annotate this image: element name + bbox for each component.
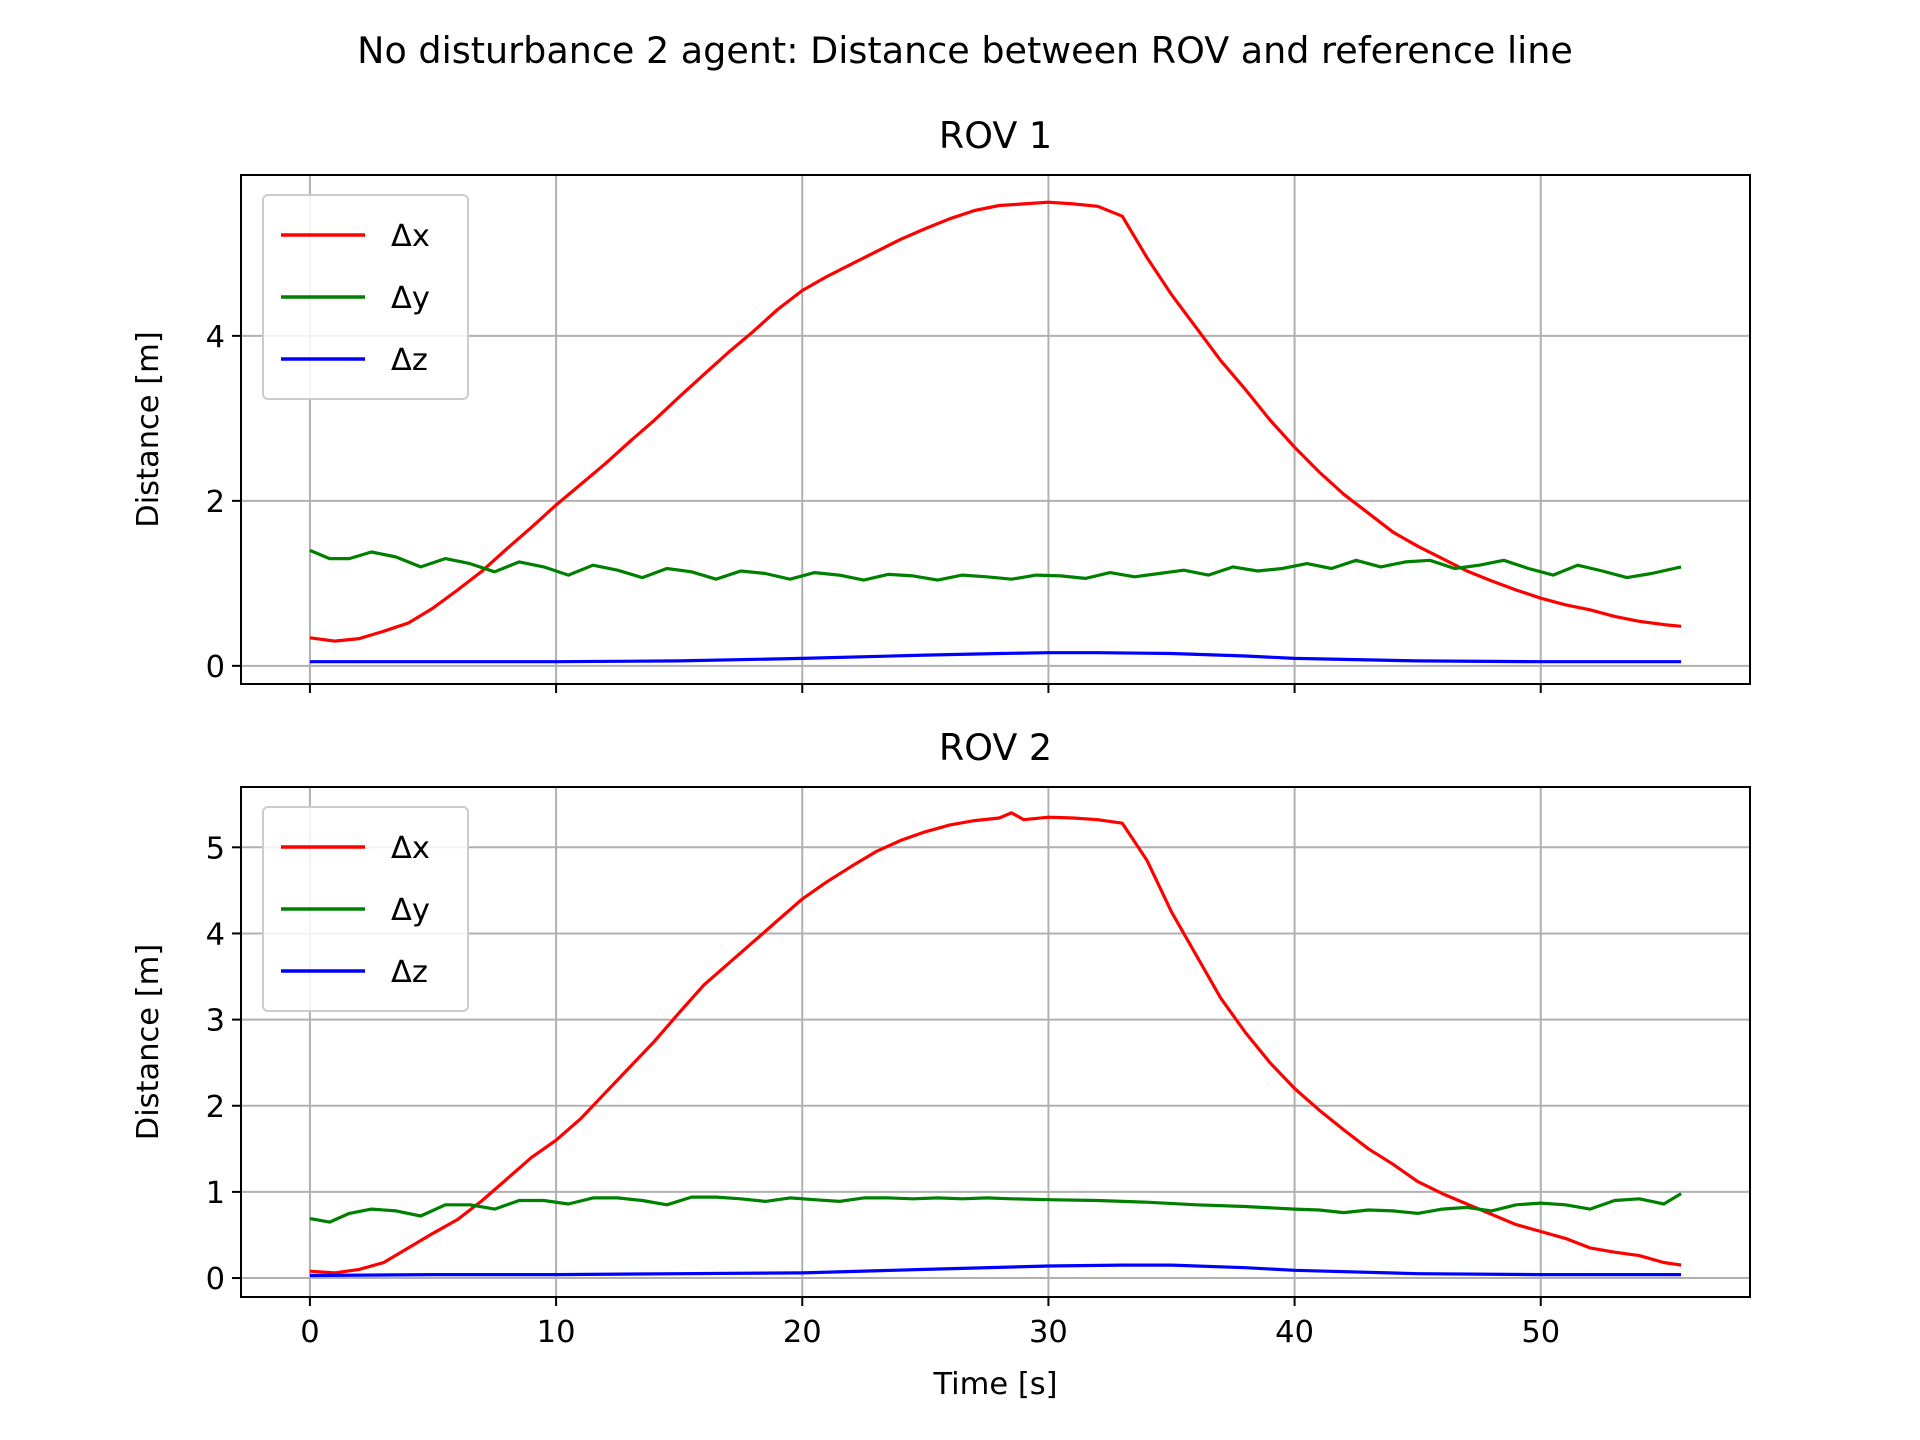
y-axis-label: Distance [m] xyxy=(131,331,166,528)
x-tick-label: 30 xyxy=(1029,1315,1068,1350)
x-tick-label: 40 xyxy=(1275,1315,1314,1350)
x-tick-label: 20 xyxy=(783,1315,822,1350)
axes-frame xyxy=(240,174,1751,685)
series-line-delta-x xyxy=(309,811,1682,1275)
series-line-delta-y xyxy=(309,548,1682,582)
series-line-delta-z xyxy=(309,651,1682,664)
legend-label-delta-y: Δy xyxy=(391,281,430,316)
legend-label-delta-x: Δx xyxy=(391,831,430,866)
y-tick-label: 4 xyxy=(206,320,225,355)
series-line-delta-z xyxy=(309,1263,1682,1278)
y-tick-label: 4 xyxy=(206,917,225,952)
y-tick-label: 0 xyxy=(206,650,225,685)
legend-label-delta-z: Δz xyxy=(391,343,428,378)
legend-box xyxy=(262,194,469,400)
legend-label-delta-y: Δy xyxy=(391,893,430,928)
y-tick-label: 0 xyxy=(206,1262,225,1297)
series-line-delta-y xyxy=(309,1192,1682,1224)
subplot-title: ROV 2 xyxy=(939,726,1052,769)
subplot-rov-2: 0 10 20 30 40 50 0 1 2 3 4 5 ROV 2 Distance [m] Time [… xyxy=(131,726,1751,1402)
subplot-rov-1: 0 2 4 ROV 1 Distance [m] Δx Δy Δz xyxy=(131,114,1751,693)
x-tick-label: 10 xyxy=(537,1315,576,1350)
subplot-title: ROV 1 xyxy=(939,114,1052,157)
y-tick-label: 2 xyxy=(206,1090,225,1125)
legend-label-delta-x: Δx xyxy=(391,219,430,254)
x-tick-label: 0 xyxy=(300,1315,319,1350)
figure-suptitle: No disturbance 2 agent: Distance between… xyxy=(357,29,1573,72)
x-tick-label: 50 xyxy=(1521,1315,1560,1350)
legend-box xyxy=(262,806,469,1012)
y-tick-label: 1 xyxy=(206,1176,225,1211)
y-axis-label: Distance [m] xyxy=(131,944,166,1141)
series-line-delta-x xyxy=(309,200,1682,643)
legend: Δx Δy Δz xyxy=(262,806,469,1012)
y-tick-label: 2 xyxy=(206,485,225,520)
x-axis-label: Time [s] xyxy=(932,1367,1057,1402)
legend: Δx Δy Δz xyxy=(262,194,469,400)
axes-frame xyxy=(240,786,1751,1298)
y-tick-label: 3 xyxy=(206,1004,225,1039)
legend-label-delta-z: Δz xyxy=(391,955,428,990)
y-tick-label: 5 xyxy=(206,831,225,866)
